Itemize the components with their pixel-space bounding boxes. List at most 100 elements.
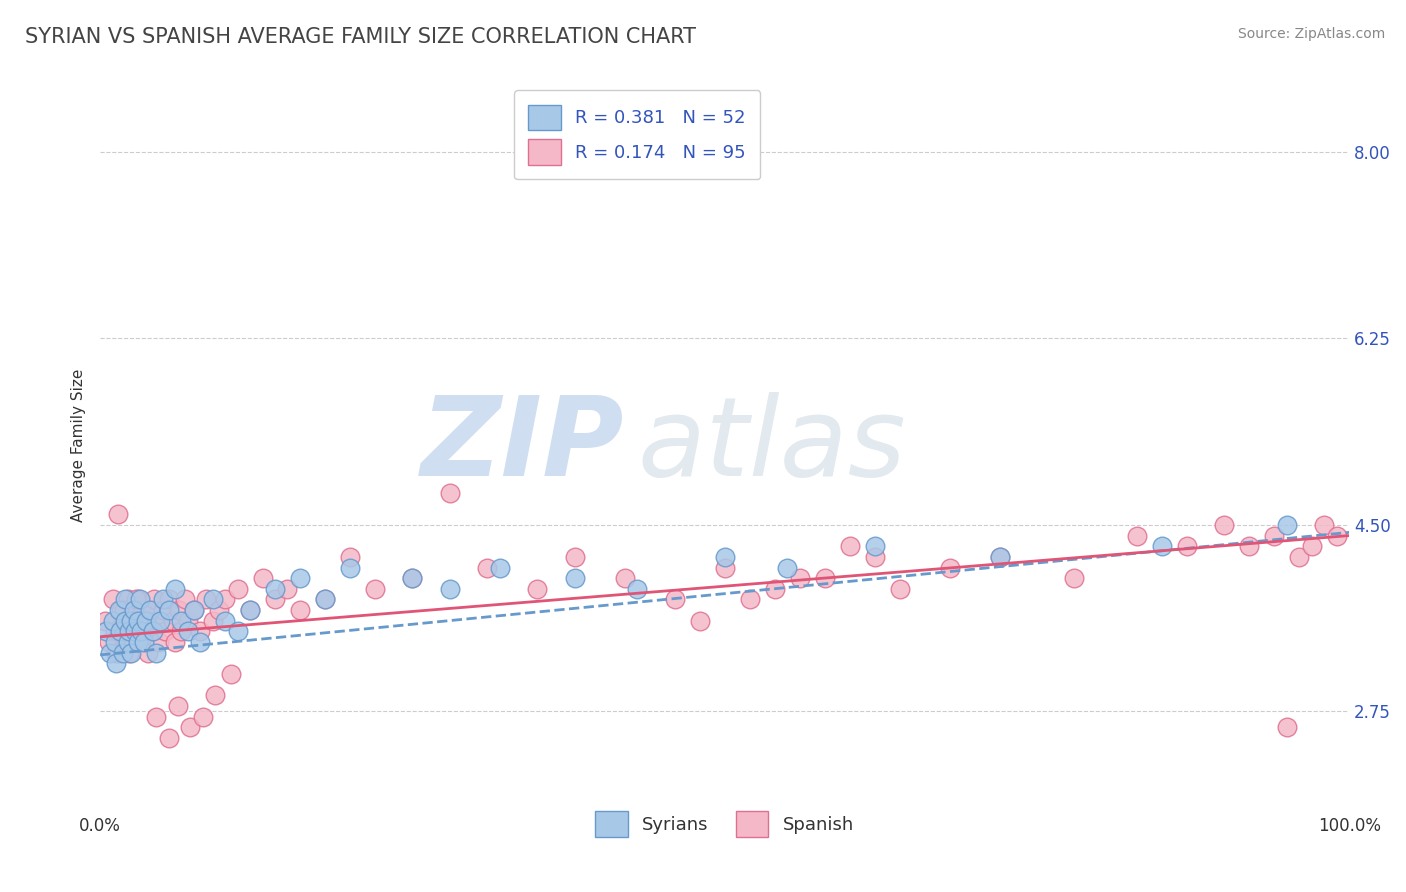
Point (339, 549, 361, 564)
Point (1150, 539, 1173, 553)
Point (157, 731, 180, 745)
Point (117, 592, 139, 607)
Point (145, 614, 167, 628)
Point (125, 592, 148, 607)
Point (204, 689, 226, 703)
Point (131, 624, 153, 639)
Point (214, 592, 236, 607)
Point (838, 539, 860, 553)
Point (889, 582, 911, 596)
Point (1239, 539, 1261, 553)
Point (132, 635, 155, 649)
Point (120, 614, 142, 628)
Point (239, 603, 262, 617)
Point (111, 624, 134, 639)
Point (107, 508, 129, 522)
Y-axis label: Average Family Size: Average Family Size (72, 368, 86, 522)
Point (115, 635, 138, 649)
Point (120, 646, 142, 660)
Point (276, 582, 298, 596)
Point (188, 635, 211, 649)
Point (1175, 539, 1198, 553)
Point (135, 614, 157, 628)
Point (176, 624, 198, 639)
Point (145, 709, 167, 723)
Point (208, 603, 231, 617)
Point (339, 560, 361, 574)
Point (135, 614, 157, 628)
Point (127, 614, 149, 628)
Point (148, 635, 170, 649)
Point (439, 486, 461, 500)
Point (195, 592, 218, 607)
Point (226, 582, 249, 596)
Point (124, 624, 146, 639)
Point (613, 571, 636, 585)
Point (214, 614, 236, 628)
Point (183, 603, 205, 617)
Point (988, 549, 1011, 564)
Point (127, 635, 149, 649)
Text: Source: ZipAtlas.com: Source: ZipAtlas.com (1237, 27, 1385, 41)
Point (789, 571, 811, 585)
Point (188, 624, 211, 639)
Point (1263, 528, 1285, 542)
Point (564, 549, 586, 564)
Point (1126, 528, 1149, 542)
Point (564, 571, 586, 585)
Point (118, 646, 141, 660)
Point (105, 657, 128, 671)
Point (191, 709, 214, 723)
Text: ZIP: ZIP (422, 392, 624, 499)
Point (1301, 539, 1323, 553)
Point (162, 614, 184, 628)
Point (664, 592, 686, 607)
Point (157, 592, 180, 607)
Point (689, 614, 711, 628)
Point (145, 646, 167, 660)
Point (166, 699, 188, 714)
Point (111, 646, 134, 660)
Point (110, 603, 132, 617)
Point (142, 592, 165, 607)
Point (526, 582, 548, 596)
Point (288, 603, 311, 617)
Point (439, 582, 461, 596)
Point (1275, 720, 1298, 734)
Point (252, 571, 274, 585)
Point (153, 624, 176, 639)
Point (477, 560, 499, 574)
Point (142, 624, 165, 639)
Point (174, 592, 197, 607)
Point (626, 582, 648, 596)
Point (142, 624, 165, 639)
Point (176, 614, 198, 628)
Point (1313, 517, 1336, 532)
Point (101, 592, 124, 607)
Point (108, 646, 131, 660)
Point (139, 603, 162, 617)
Point (136, 646, 159, 660)
Point (112, 603, 135, 617)
Point (114, 592, 136, 607)
Point (988, 549, 1011, 564)
Point (157, 603, 180, 617)
Legend: Syrians, Spanish: Syrians, Spanish (588, 804, 862, 844)
Point (776, 560, 799, 574)
Point (1275, 517, 1298, 532)
Point (1288, 549, 1310, 564)
Point (489, 560, 512, 574)
Point (201, 592, 224, 607)
Point (108, 603, 131, 617)
Point (94, 614, 117, 628)
Point (167, 603, 190, 617)
Point (105, 646, 128, 660)
Point (127, 592, 149, 607)
Point (131, 603, 153, 617)
Point (1213, 517, 1236, 532)
Point (221, 667, 243, 681)
Point (129, 592, 152, 607)
Point (264, 592, 287, 607)
Point (179, 720, 201, 734)
Point (122, 603, 145, 617)
